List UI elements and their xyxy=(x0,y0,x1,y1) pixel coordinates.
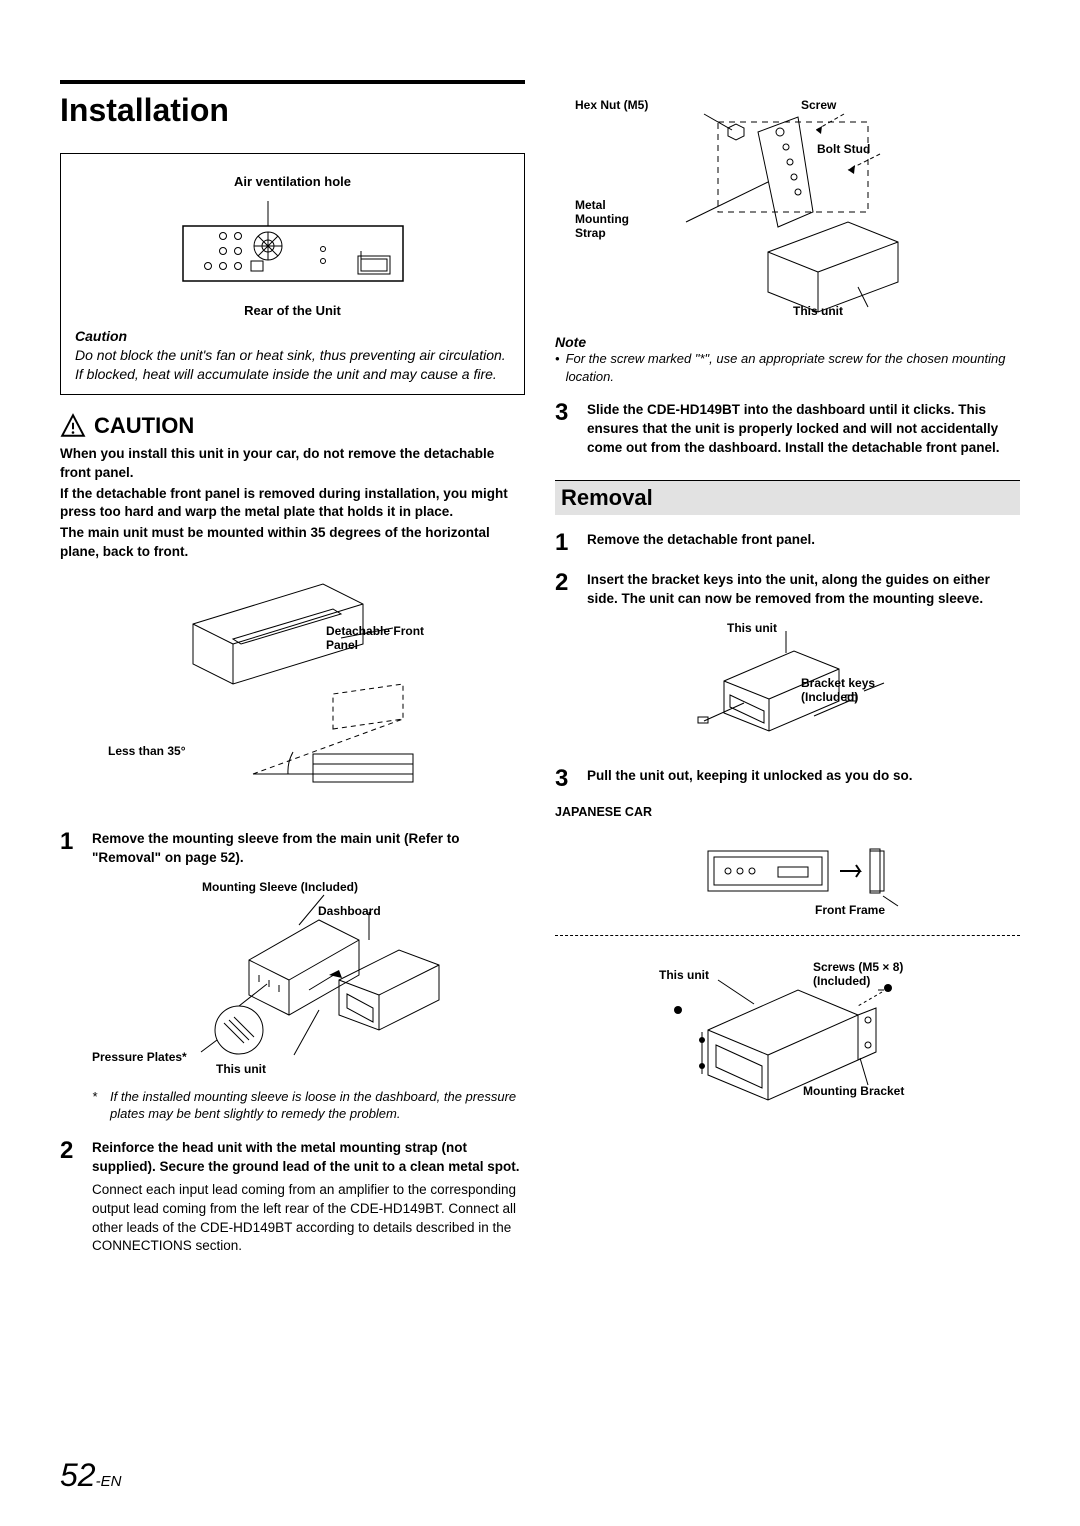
detachable-panel-label: Detachable Front Panel xyxy=(326,624,446,652)
footnote-asterisk: * xyxy=(92,1088,102,1123)
rear-unit-diagram xyxy=(163,201,423,291)
bracket-keys-label: Bracket keys (Included) xyxy=(801,676,891,704)
removal-heading: Removal xyxy=(555,480,1020,515)
bracket-keys-diagram: This unit Bracket keys (Included) xyxy=(587,621,1020,751)
front-frame-label: Front Frame xyxy=(815,903,885,917)
screws-label: Screws (M5 × 8) (Included) xyxy=(813,960,923,988)
caution-para-1: When you install this unit in your car, … xyxy=(60,445,525,483)
caution-label: CAUTION xyxy=(94,413,194,439)
left-column: Installation Air ventilation hole xyxy=(60,80,525,1256)
screw-label: Screw xyxy=(801,98,836,112)
caution-box-body: Do not block the unit's fan or heat sink… xyxy=(75,346,510,384)
japanese-car-heading: JAPANESE CAR xyxy=(555,805,1020,819)
removal-step-2: 2 Insert the bracket keys into the unit,… xyxy=(555,571,1020,751)
bullet-icon: • xyxy=(555,350,560,385)
air-vent-label: Air ventilation hole xyxy=(75,174,510,189)
caution-box-heading: Caution xyxy=(75,328,510,344)
this-unit-label: This unit xyxy=(216,1062,266,1076)
jp-frontframe-diagram: Front Frame xyxy=(555,831,1020,921)
r-step1-title: Remove the detachable front panel. xyxy=(587,531,1020,550)
footnote-text: If the installed mounting sleeve is loos… xyxy=(110,1088,525,1123)
step2-title: Reinforce the head unit with the metal m… xyxy=(92,1139,525,1177)
install-step-1: 1 Remove the mounting sleeve from the ma… xyxy=(60,830,525,1123)
warning-icon xyxy=(60,413,86,439)
step1-footnote: * If the installed mounting sleeve is lo… xyxy=(92,1088,525,1123)
step-number: 3 xyxy=(555,401,575,462)
this-unit-label-4: This unit xyxy=(659,968,709,982)
step-number: 1 xyxy=(60,830,80,1123)
step1-title: Remove the mounting sleeve from the main… xyxy=(92,830,525,868)
this-unit-label-2: This unit xyxy=(793,304,843,318)
right-column: Hex Nut (M5) Screw Bolt Stud Metal Mount… xyxy=(555,80,1020,1256)
pressure-plates-label: Pressure Plates* xyxy=(92,1050,187,1064)
page-number-big: 52 xyxy=(60,1457,96,1493)
page-number-suffix: -EN xyxy=(96,1473,122,1490)
angle-label: Less than 35° xyxy=(108,744,186,758)
section-title: Installation xyxy=(60,92,525,129)
mounting-bracket-label: Mounting Bracket xyxy=(803,1084,904,1098)
caution-heading: CAUTION xyxy=(60,413,525,439)
note-body: • For the screw marked "*", use an appro… xyxy=(555,350,1020,385)
bolt-stud-label: Bolt Stud xyxy=(817,142,870,156)
install-step-3: 3 Slide the CDE-HD149BT into the dashboa… xyxy=(555,401,1020,462)
removal-step-3: 3 Pull the unit out, keeping it unlocked… xyxy=(555,767,1020,791)
jp-bracket-diagram: This unit Screws (M5 × 8) (Included) Mou… xyxy=(555,950,1020,1130)
rear-unit-label: Rear of the Unit xyxy=(75,303,510,318)
dashed-divider xyxy=(555,935,1020,936)
sleeve-diagram: Mounting Sleeve (Included) Dashboard Pre… xyxy=(92,880,525,1080)
strap-diagram: Hex Nut (M5) Screw Bolt Stud Metal Mount… xyxy=(555,92,1020,322)
step2-body: Connect each input lead coming from an a… xyxy=(92,1181,525,1257)
hex-nut-label: Hex Nut (M5) xyxy=(575,98,648,112)
angle-diagram: Detachable Front Panel Less than 35° xyxy=(60,574,525,814)
step-number: 3 xyxy=(555,767,575,791)
step3-title: Slide the CDE-HD149BT into the dashboard… xyxy=(587,401,1020,458)
note-heading: Note xyxy=(555,334,1020,350)
install-step-2: 2 Reinforce the head unit with the metal… xyxy=(60,1139,525,1256)
removal-step-1: 1 Remove the detachable front panel. xyxy=(555,531,1020,555)
step-number: 1 xyxy=(555,531,575,555)
ventilation-diagram-box: Air ventilation hole xyxy=(60,153,525,395)
r-step3-title: Pull the unit out, keeping it unlocked a… xyxy=(587,767,1020,786)
step-number: 2 xyxy=(555,571,575,751)
caution-para-2: If the detachable front panel is removed… xyxy=(60,485,525,523)
dashboard-label: Dashboard xyxy=(318,904,381,918)
note-text: For the screw marked "*", use an appropr… xyxy=(566,350,1020,385)
page-number: 52-EN xyxy=(60,1457,121,1494)
section-rule xyxy=(60,80,525,84)
strap-label: Metal Mounting Strap xyxy=(575,198,655,240)
sleeve-label: Mounting Sleeve (Included) xyxy=(202,880,358,894)
r-step2-title: Insert the bracket keys into the unit, a… xyxy=(587,571,1020,609)
this-unit-label-3: This unit xyxy=(727,621,777,635)
caution-para-3: The main unit must be mounted within 35 … xyxy=(60,524,525,562)
step-number: 2 xyxy=(60,1139,80,1256)
